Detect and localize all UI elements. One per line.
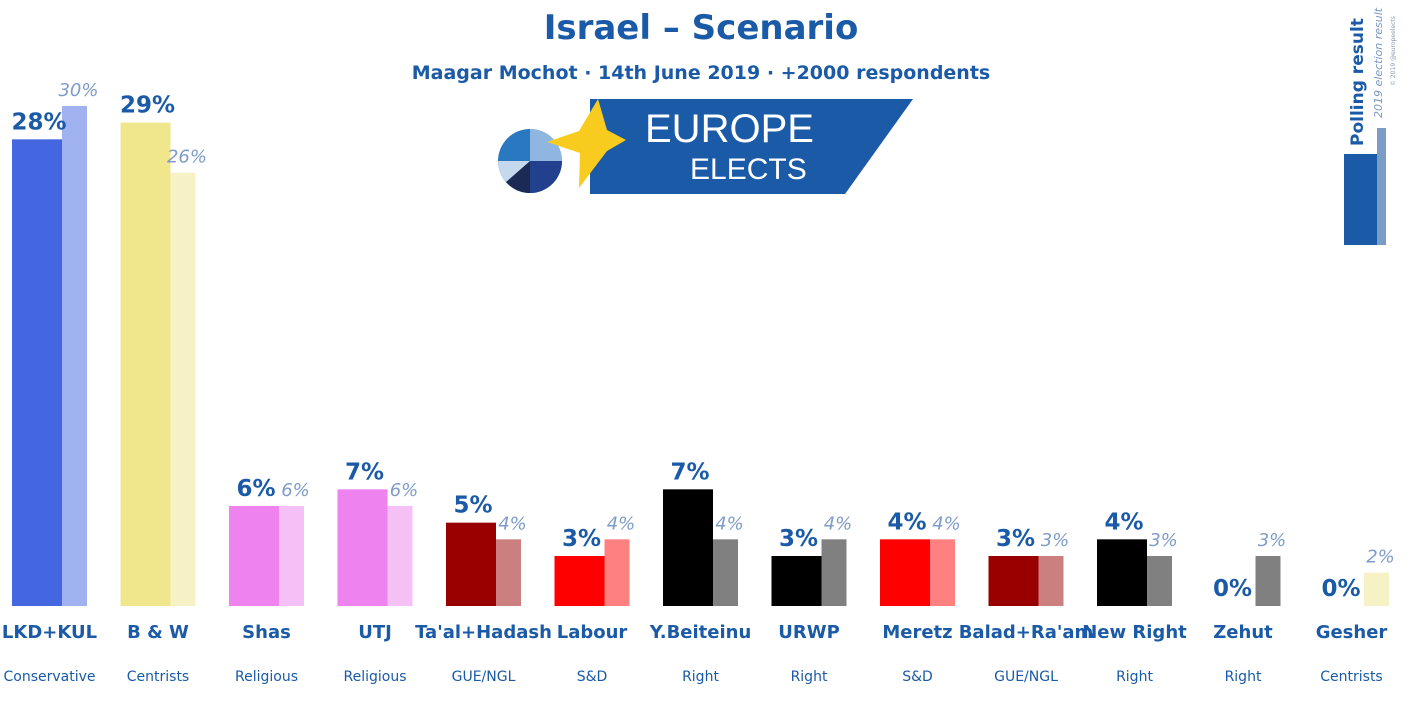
category-label: URWP xyxy=(778,622,840,643)
bar-previous xyxy=(387,506,413,606)
data-label-previous: 3% xyxy=(1258,530,1287,551)
bar-previous xyxy=(170,172,196,606)
data-label-current: 5% xyxy=(453,493,492,519)
category-label: New Right xyxy=(1082,622,1187,643)
group-label: Conservative xyxy=(3,669,95,685)
group-label: S&D xyxy=(577,669,608,685)
bar-previous xyxy=(930,539,955,606)
data-label-current: 3% xyxy=(562,526,601,552)
data-label-previous: 26% xyxy=(167,147,207,168)
data-label-current: 3% xyxy=(996,526,1035,552)
category-label: B & W xyxy=(127,622,189,643)
europe-elects-logo: EUROPE ELECTS xyxy=(498,99,913,194)
category-label: Zehut xyxy=(1213,622,1273,643)
data-label-current: 29% xyxy=(120,93,175,119)
data-label-current: 7% xyxy=(670,459,709,485)
category-label: UTJ xyxy=(358,622,392,643)
data-label-current: 4% xyxy=(887,509,926,535)
bar-current xyxy=(880,539,930,606)
chart-title: Israel – Scenario xyxy=(543,8,859,48)
bar-current xyxy=(1097,539,1147,606)
group-label: Centrists xyxy=(1320,669,1382,685)
bar-current xyxy=(771,556,822,606)
bar-previous xyxy=(1364,572,1389,606)
data-label-current: 7% xyxy=(345,459,384,485)
logo-pie-slice-2 xyxy=(530,161,562,193)
group-label: Centrists xyxy=(127,669,189,685)
star-icon xyxy=(547,99,626,188)
bar-previous xyxy=(1255,556,1281,606)
badge-bar-current xyxy=(1344,154,1377,245)
category-label: LKD+KUL xyxy=(2,622,97,643)
data-label-previous: 6% xyxy=(390,480,419,501)
bar-previous xyxy=(279,506,304,606)
data-label-current: 3% xyxy=(779,526,818,552)
badge-bar-previous xyxy=(1377,128,1386,245)
category-label: Balad+Ra'am xyxy=(959,622,1094,643)
bar-previous xyxy=(1038,556,1064,606)
logo-line-2: ELECTS xyxy=(690,153,807,186)
bar-previous xyxy=(496,539,521,606)
logo-pie-slice-4 xyxy=(498,161,530,182)
logo-pie-slice-3 xyxy=(506,161,530,193)
data-label-current: 0% xyxy=(1213,576,1252,602)
group-label: Religious xyxy=(344,669,407,685)
bar-current xyxy=(229,506,279,606)
group-label: GUE/NGL xyxy=(452,669,516,685)
category-label: Shas xyxy=(242,622,291,643)
bar-current xyxy=(12,139,62,607)
data-label-previous: 30% xyxy=(58,80,98,101)
group-label: Right xyxy=(1225,669,1262,685)
bar-previous xyxy=(713,539,738,606)
group-label: GUE/NGL xyxy=(994,669,1058,685)
data-label-previous: 3% xyxy=(1149,530,1178,551)
logo-banner xyxy=(590,99,913,194)
bar-previous xyxy=(604,539,630,606)
data-label-previous: 4% xyxy=(498,513,527,534)
data-label-current: 6% xyxy=(236,476,275,502)
data-label-previous: 2% xyxy=(1366,547,1395,568)
chart-subtitle: Maagar Mochot · 14th June 2019 · +2000 r… xyxy=(411,62,991,84)
bar-current xyxy=(337,489,388,606)
bar-previous xyxy=(62,106,87,606)
data-label-previous: 4% xyxy=(824,513,853,534)
bar-previous xyxy=(821,539,847,606)
category-label: Labour xyxy=(557,622,628,643)
bar-current xyxy=(663,489,713,606)
data-label-current: 0% xyxy=(1321,576,1360,602)
bar-current xyxy=(554,556,605,606)
data-label-previous: 4% xyxy=(607,513,636,534)
logo-pie-slice-1 xyxy=(530,129,562,161)
data-label-previous: 3% xyxy=(1041,530,1070,551)
group-label: Right xyxy=(791,669,828,685)
bar-previous xyxy=(1147,556,1172,606)
category-label: Ta'al+Hadash xyxy=(415,622,552,643)
data-label-current: 28% xyxy=(11,109,66,135)
bar-current xyxy=(988,556,1039,606)
group-label: Religious xyxy=(235,669,298,685)
group-label: S&D xyxy=(902,669,933,685)
bar-current xyxy=(120,122,171,607)
polling-result-badge-icon xyxy=(1344,128,1386,245)
logo-line-1: EUROPE xyxy=(645,107,814,151)
data-label-previous: 4% xyxy=(715,513,744,534)
data-label-previous: 4% xyxy=(932,513,961,534)
category-label: Meretz xyxy=(882,622,952,643)
bar-current xyxy=(446,522,496,606)
data-label-current: 4% xyxy=(1104,509,1143,535)
category-label: Gesher xyxy=(1316,622,1388,643)
data-label-previous: 6% xyxy=(281,480,310,501)
category-label: Y.Beiteinu xyxy=(649,622,752,643)
group-label: Right xyxy=(1116,669,1153,685)
group-label: Right xyxy=(682,669,719,685)
